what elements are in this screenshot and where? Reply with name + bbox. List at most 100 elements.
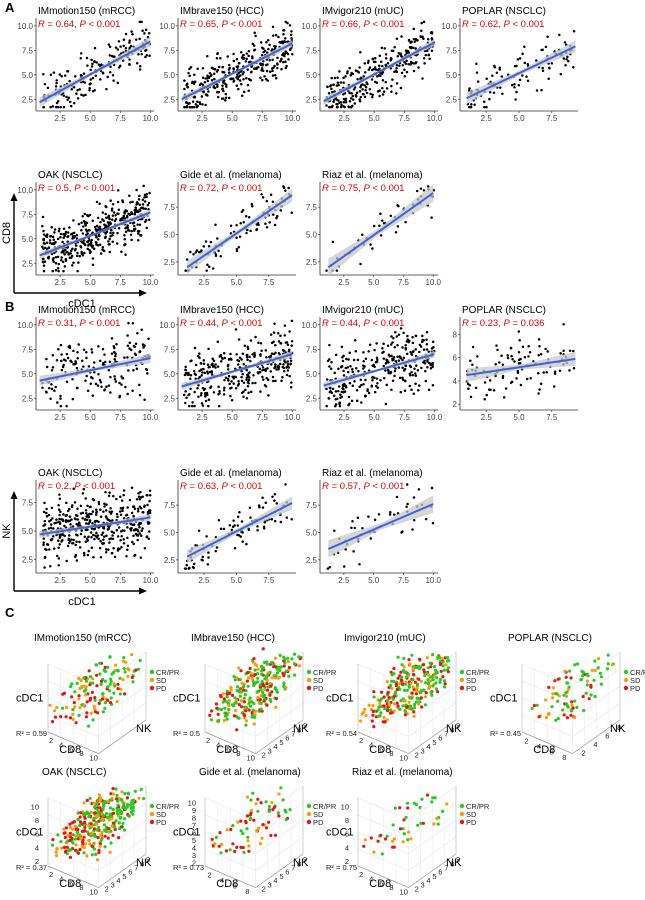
data-point [89, 241, 93, 244]
data-point [432, 345, 435, 349]
data-point-pd [248, 666, 252, 671]
data-point-sd [55, 705, 59, 710]
data-point [274, 363, 277, 366]
data-point [332, 83, 335, 86]
data-point [51, 269, 55, 273]
data-point-pd [210, 837, 214, 842]
data-point [120, 375, 123, 378]
data-point [375, 356, 379, 360]
correlation-stat: R = 0.64, P < 0.001 [38, 19, 120, 30]
data-point [372, 67, 376, 71]
data-point [559, 72, 563, 76]
data-point [90, 375, 93, 379]
data-point [224, 376, 228, 379]
data-point [190, 105, 193, 109]
data-point-crpr [401, 827, 405, 831]
data-point-crpr [562, 693, 566, 697]
data-point-pd [65, 845, 69, 849]
cd8-tick-label: 8 [245, 887, 249, 896]
regression-line [39, 40, 151, 104]
data-point-sd [126, 674, 130, 679]
data-point [201, 103, 204, 106]
data-point [200, 82, 203, 85]
data-point [409, 350, 412, 354]
data-point [81, 225, 85, 228]
panel-label-c: C [5, 605, 15, 620]
data-point-pd [403, 713, 407, 717]
data-point-crpr [228, 848, 232, 852]
data-point [64, 518, 68, 522]
data-point-pd [112, 811, 116, 815]
data-point [526, 62, 530, 66]
data-point [117, 547, 120, 550]
data-point [102, 510, 105, 513]
data-point [339, 393, 342, 397]
data-point [189, 374, 193, 377]
nk-tick-label: 4 [273, 876, 277, 885]
data-point-sd [60, 846, 64, 850]
data-point [411, 373, 415, 377]
cdc1-tick-label: 10 [188, 798, 196, 807]
data-point [350, 72, 354, 75]
data-point-crpr [416, 823, 420, 827]
data-point-crpr [246, 684, 250, 688]
data-point [265, 356, 268, 359]
data-point [83, 535, 87, 539]
data-point [282, 52, 285, 55]
data-point [137, 232, 140, 235]
data-point-crpr [89, 834, 93, 838]
data-point [115, 497, 118, 501]
data-point [235, 84, 239, 87]
data-point-crpr [118, 676, 122, 680]
data-point [114, 214, 117, 217]
data-point [214, 254, 218, 258]
correlation-stat: R = 0.75, P < 0.001 [322, 183, 404, 194]
data-point-crpr [121, 805, 125, 809]
data-point-crpr [265, 662, 269, 666]
data-point-crpr [239, 829, 243, 833]
y-tick-label: 7.5 [22, 210, 34, 219]
data-point [94, 382, 98, 386]
legend-label: PD [466, 684, 477, 693]
data-point [62, 269, 65, 273]
data-point [99, 380, 103, 384]
x-tick-label: 5.0 [85, 114, 97, 123]
data-point-crpr [88, 675, 93, 679]
data-point [246, 83, 250, 87]
data-point [413, 367, 416, 370]
data-point [515, 377, 518, 380]
data-point-sd [240, 699, 244, 703]
nk-tick-label: 9 [303, 721, 307, 730]
data-point [42, 269, 46, 273]
data-point [94, 74, 98, 77]
data-point [85, 356, 88, 360]
data-point-pd [564, 675, 568, 679]
nk-tick-label: 5 [279, 738, 283, 747]
data-point [59, 404, 63, 408]
subplot-title: OAK (NSCLC) [38, 468, 102, 479]
data-point-pd [399, 670, 403, 674]
data-point-crpr [437, 655, 441, 659]
cdc1-tick-label: 5 [192, 836, 196, 845]
data-point [135, 497, 139, 501]
data-point [216, 365, 220, 368]
data-point [410, 40, 413, 43]
data-point-crpr [418, 691, 423, 695]
data-point [390, 84, 393, 88]
data-point [137, 523, 140, 527]
data-point [340, 365, 344, 368]
data-point-crpr [256, 689, 260, 694]
data-point [476, 355, 479, 358]
data-point [496, 348, 499, 352]
data-point [502, 396, 506, 399]
data-point [187, 404, 191, 408]
data-point [110, 207, 114, 210]
data-point [414, 47, 417, 50]
y-tick-label: 7.5 [164, 501, 176, 510]
data-point-pd [98, 842, 102, 846]
data-point [57, 564, 60, 567]
data-point [105, 516, 108, 519]
data-point [272, 213, 275, 216]
data-point-crpr [438, 677, 442, 682]
data-point-crpr [131, 805, 135, 809]
